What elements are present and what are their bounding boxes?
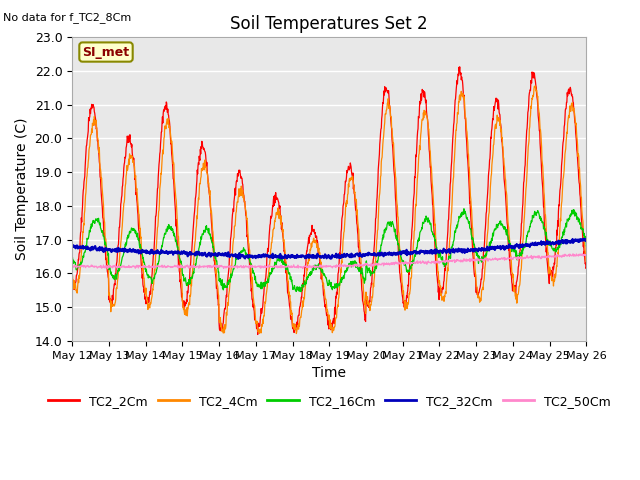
TC2_32Cm: [568, 238, 576, 243]
Line: TC2_16Cm: TC2_16Cm: [72, 209, 586, 292]
X-axis label: Time: Time: [312, 366, 346, 380]
TC2_16Cm: [68, 254, 76, 260]
TC2_32Cm: [68, 244, 76, 250]
TC2_2Cm: [559, 154, 566, 160]
TC2_32Cm: [558, 237, 566, 243]
Line: TC2_32Cm: TC2_32Cm: [72, 239, 586, 259]
TC2_50Cm: [104, 265, 111, 271]
TC2_4Cm: [147, 300, 154, 306]
TC2_50Cm: [147, 264, 154, 270]
TC2_50Cm: [418, 260, 426, 265]
TC2_32Cm: [418, 249, 426, 255]
TC2_4Cm: [501, 176, 509, 181]
Text: No data for f_TC2_8Cm: No data for f_TC2_8Cm: [3, 12, 131, 23]
TC2_16Cm: [559, 235, 566, 240]
TC2_50Cm: [579, 251, 586, 257]
TC2_32Cm: [234, 256, 242, 262]
TC2_16Cm: [479, 257, 486, 263]
TC2_4Cm: [569, 103, 577, 109]
TC2_2Cm: [68, 275, 76, 280]
TC2_32Cm: [579, 236, 587, 241]
Line: TC2_2Cm: TC2_2Cm: [72, 67, 586, 335]
Title: Soil Temperatures Set 2: Soil Temperatures Set 2: [230, 15, 428, 33]
TC2_50Cm: [478, 257, 486, 263]
TC2_4Cm: [292, 331, 300, 336]
TC2_16Cm: [502, 229, 509, 235]
Text: SI_met: SI_met: [83, 46, 129, 59]
TC2_32Cm: [582, 238, 590, 243]
TC2_4Cm: [532, 83, 540, 89]
TC2_4Cm: [478, 287, 486, 292]
TC2_16Cm: [418, 225, 426, 230]
TC2_2Cm: [254, 332, 262, 337]
TC2_50Cm: [558, 254, 566, 260]
TC2_4Cm: [559, 192, 566, 197]
TC2_50Cm: [501, 255, 509, 261]
TC2_2Cm: [479, 266, 486, 272]
TC2_4Cm: [582, 259, 590, 265]
TC2_4Cm: [418, 118, 426, 123]
TC2_2Cm: [418, 94, 426, 99]
TC2_4Cm: [68, 272, 76, 278]
TC2_16Cm: [147, 275, 154, 280]
TC2_2Cm: [582, 264, 590, 270]
TC2_16Cm: [297, 289, 305, 295]
Line: TC2_4Cm: TC2_4Cm: [72, 86, 586, 334]
Line: TC2_50Cm: TC2_50Cm: [72, 254, 586, 268]
TC2_2Cm: [569, 94, 577, 99]
TC2_50Cm: [582, 254, 590, 260]
TC2_32Cm: [478, 246, 486, 252]
TC2_16Cm: [460, 206, 468, 212]
TC2_32Cm: [147, 249, 154, 254]
TC2_32Cm: [501, 245, 509, 251]
Legend: TC2_2Cm, TC2_4Cm, TC2_16Cm, TC2_32Cm, TC2_50Cm: TC2_2Cm, TC2_4Cm, TC2_16Cm, TC2_32Cm, TC…: [43, 390, 616, 412]
TC2_2Cm: [502, 194, 509, 200]
TC2_2Cm: [147, 288, 154, 294]
TC2_50Cm: [68, 264, 76, 269]
TC2_2Cm: [456, 64, 463, 70]
TC2_16Cm: [582, 243, 590, 249]
Y-axis label: Soil Temperature (C): Soil Temperature (C): [15, 118, 29, 260]
TC2_16Cm: [569, 207, 577, 213]
TC2_50Cm: [568, 253, 576, 259]
